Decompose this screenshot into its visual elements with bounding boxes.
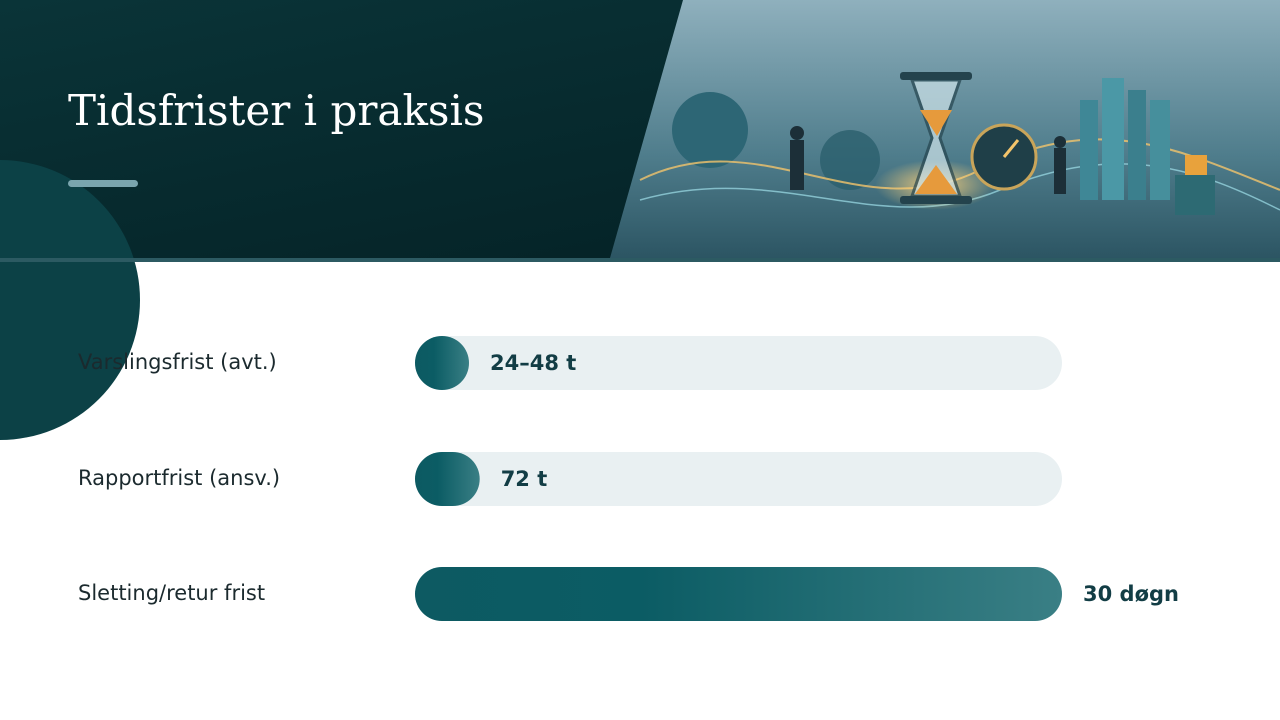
bar-chart: Varslingsfrist (avt.) 24–48 t Rapportfrist…: [78, 336, 1179, 621]
title-accent: [68, 180, 138, 187]
header: Tidsfrister i praksis: [0, 0, 1280, 440]
slide-title: Tidsfrister i praksis: [68, 86, 484, 135]
bar: [415, 452, 480, 506]
value-label: 72 t: [501, 467, 548, 491]
decor-sphere: [820, 130, 880, 190]
category-label: Rapportfrist (ansv.): [78, 466, 280, 490]
decor-building: [1080, 100, 1098, 200]
value-label: 24–48 t: [490, 351, 576, 375]
bar: [415, 567, 1062, 621]
decor-circle: [0, 160, 140, 440]
person: [1054, 148, 1066, 194]
decor-cube: [1185, 155, 1207, 177]
header-rule: [0, 258, 1280, 262]
hourglass-top: [900, 72, 972, 80]
person: [1054, 136, 1066, 148]
decor-building: [1102, 78, 1124, 200]
hourglass-bottom: [900, 196, 972, 204]
decor-building: [1128, 90, 1146, 200]
bar-track: [415, 452, 1062, 506]
person: [790, 126, 804, 140]
bar-track: [415, 336, 1062, 390]
bar: [415, 336, 469, 390]
decor-cube: [1175, 175, 1215, 215]
category-label: Varslingsfrist (avt.): [78, 350, 277, 374]
hourglass-sand: [915, 110, 957, 194]
decor-building: [1150, 100, 1170, 200]
category-label: Sletting/retur frist: [78, 581, 265, 605]
person: [790, 140, 804, 190]
stopwatch-hand: [1002, 139, 1020, 158]
hourglass-glass: [909, 78, 963, 198]
decor-sphere: [672, 92, 748, 168]
value-label: 30 døgn: [1083, 582, 1179, 606]
